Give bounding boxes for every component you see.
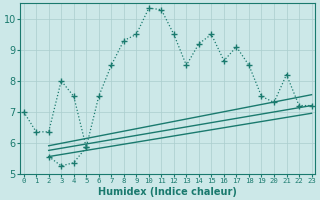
X-axis label: Humidex (Indice chaleur): Humidex (Indice chaleur) [98, 187, 237, 197]
